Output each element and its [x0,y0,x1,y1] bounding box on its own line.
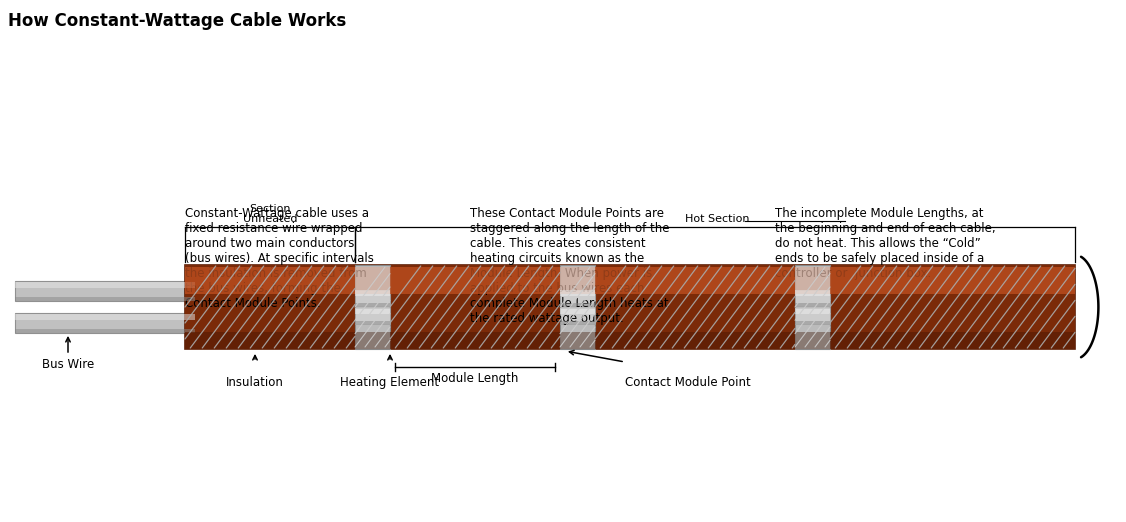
Text: Bus Wire: Bus Wire [42,358,95,371]
Bar [355,267,390,294]
Text: Module Length. When power is: Module Length. When power is [470,267,652,280]
Bar [390,332,560,349]
Text: Contact Module Point: Contact Module Point [625,376,751,389]
Bar [595,332,795,349]
Bar [355,265,390,349]
Bar [355,309,390,314]
Text: Hot Section: Hot Section [685,214,750,224]
Bar [560,290,595,295]
Bar [795,321,830,324]
Bar [185,267,355,294]
Bar [560,321,595,324]
Text: Module Length: Module Length [431,372,519,385]
Text: (bus wires). At specific intervals: (bus wires). At specific intervals [185,252,374,265]
Bar [185,332,1075,349]
Bar [185,267,1075,294]
Bar [185,332,355,349]
Text: around two main conductors: around two main conductors [185,237,355,250]
Bar [390,265,560,349]
Bar [560,290,595,306]
Bar [560,309,595,314]
Bar [355,290,390,295]
Bar [15,281,195,288]
Text: fixed resistance wire wrapped: fixed resistance wire wrapped [185,222,363,235]
Bar [185,265,355,349]
Bar [795,332,830,349]
Bar [595,267,795,294]
Text: the insulation is removed from: the insulation is removed from [185,267,367,280]
Text: Heating Element: Heating Element [340,376,439,389]
Bar [560,267,595,294]
Text: Constant-Wattage cable uses a: Constant-Wattage cable uses a [185,207,369,220]
Text: How Constant-Wattage Cable Works: How Constant-Wattage Cable Works [8,12,347,30]
Text: Contact Module Points.: Contact Module Points. [185,297,321,310]
Bar [795,267,830,294]
Text: Unheated: Unheated [243,214,297,224]
Bar [355,308,390,324]
Text: complete Module Length heats at: complete Module Length heats at [470,297,669,310]
Text: the rated wattage output.: the rated wattage output. [470,312,624,325]
Bar [830,267,1075,294]
Bar [795,290,830,306]
Bar [795,309,830,314]
Text: These Contact Module Points are: These Contact Module Points are [470,207,664,220]
Bar [830,265,1075,349]
Text: cable. This creates consistent: cable. This creates consistent [470,237,645,250]
Bar [795,308,830,324]
Bar [355,321,390,324]
Text: do not heat. This allows the “Cold”: do not heat. This allows the “Cold” [775,237,981,250]
Bar [355,332,390,349]
Text: applied to the bus wires each: applied to the bus wires each [470,282,644,295]
Text: the bus wires, forming the: the bus wires, forming the [185,282,341,295]
Bar [560,332,595,349]
Bar [795,265,830,349]
Bar [15,313,195,333]
Text: heating circuits known as the: heating circuits known as the [470,252,644,265]
Bar [15,329,195,333]
Bar [595,265,795,349]
Bar [830,332,1075,349]
Bar [560,265,595,349]
Text: The incomplete Module Lengths, at: The incomplete Module Lengths, at [775,207,983,220]
Bar [560,308,595,324]
Text: the beginning and end of each cable,: the beginning and end of each cable, [775,222,995,235]
Bar [795,290,830,295]
Bar [795,303,830,306]
Text: controller or  junction box.: controller or junction box. [775,267,931,280]
Bar [355,290,390,306]
Text: Insulation: Insulation [226,376,284,389]
Bar [15,281,195,301]
Bar [390,267,560,294]
Text: ends to be safely placed inside of a: ends to be safely placed inside of a [775,252,984,265]
Bar [355,303,390,306]
Text: staggered along the length of the: staggered along the length of the [470,222,670,235]
Bar [15,314,195,320]
Bar [15,297,195,301]
Bar [560,303,595,306]
Text: Section: Section [249,204,291,214]
Bar [185,265,1075,349]
